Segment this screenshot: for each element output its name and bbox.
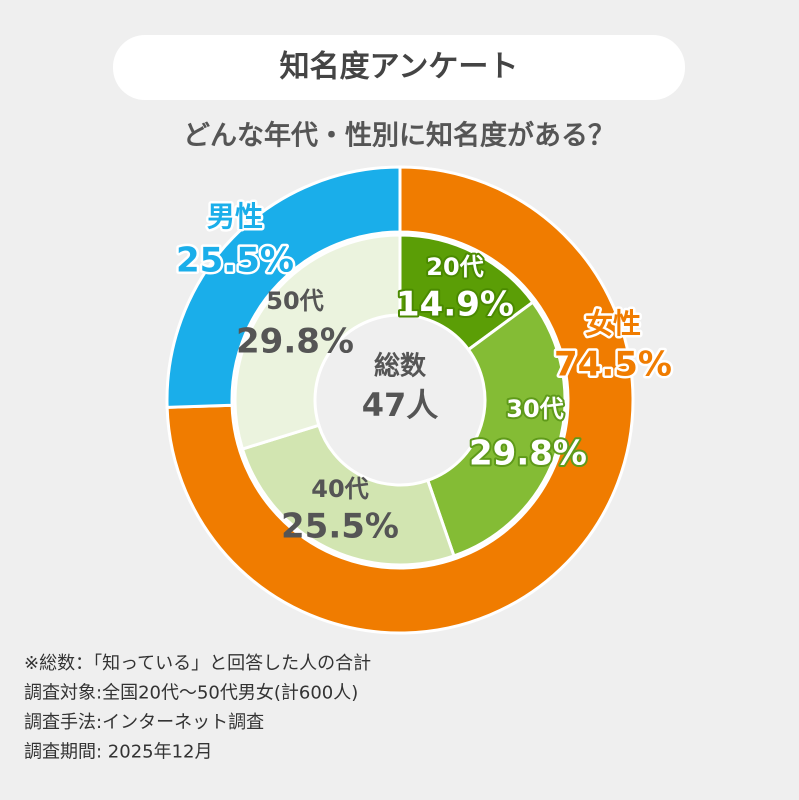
title-pill: [113, 35, 685, 100]
slice-value-label: 74.5%: [554, 345, 672, 385]
footnote: 調査対象:全国20代～50代男女(計600人): [24, 683, 358, 704]
footnote: 調査手法:インターネット調査: [24, 712, 264, 733]
center-value: 47人: [362, 386, 439, 424]
donut: [165, 165, 635, 635]
slice-category: 20代: [426, 253, 483, 281]
slice-category: 女性: [585, 307, 641, 340]
slice-category: 50代: [266, 287, 323, 315]
notes: ※総数：「知っている」と回答した人の合計調査対象:全国20代～50代男女(計60…: [24, 653, 371, 763]
chart-subtitle: どんな年代・性別に知名度がある？: [183, 120, 615, 152]
chart-title: 知名度アンケート: [280, 50, 519, 85]
center-title: 総数: [374, 351, 427, 382]
donut-slice: [165, 165, 635, 635]
slice-value-label: 14.9%: [396, 285, 514, 325]
slice-category: 30代: [506, 395, 563, 423]
donut-slice: [240, 423, 456, 567]
slice-value-label: 29.8%: [469, 434, 587, 474]
donut-slice: [425, 300, 567, 558]
footnote: 調査期間: 2025年12月: [24, 742, 213, 763]
slice-value-label: 29.8%: [236, 322, 354, 362]
slice-value-label: 25.5%: [176, 241, 294, 281]
footnote: ※総数：「知っている」と回答した人の合計: [24, 653, 371, 674]
center-disc: [315, 315, 485, 485]
slice-category: 40代: [311, 475, 368, 503]
slice-value-label: 25.5%: [281, 507, 399, 547]
slice-category: 男性: [207, 200, 263, 233]
donut-slice: [165, 165, 402, 409]
labels: 女性 74.5% 男性 25.5% 20代 14.9% 30代 29.8% 40代 25.5% 50…: [174, 198, 675, 547]
donut-slice: [233, 233, 402, 451]
